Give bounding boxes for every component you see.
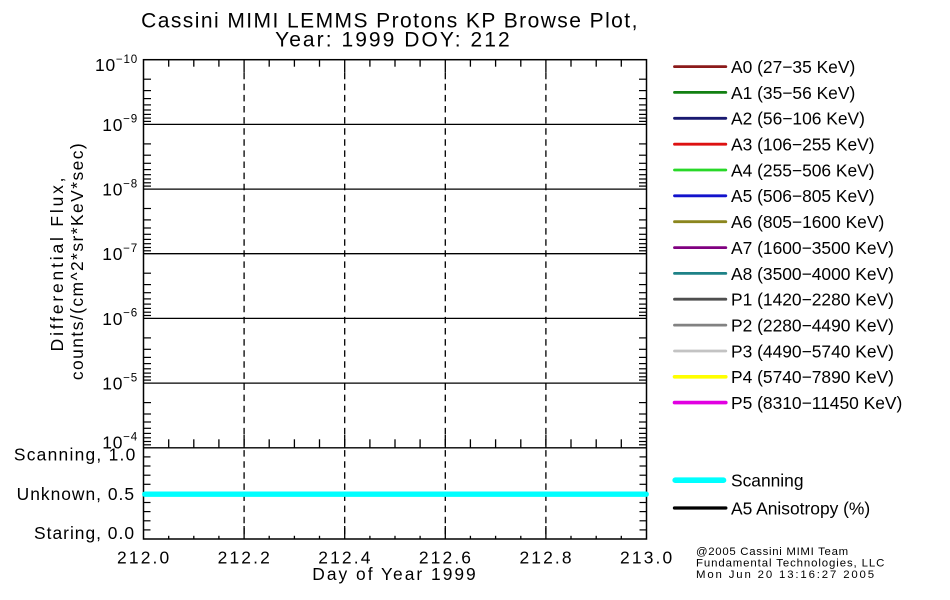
svg-text:A6 (805−1600 KeV): A6 (805−1600 KeV) — [731, 212, 884, 232]
svg-text:P3 (4490−5740 KeV): P3 (4490−5740 KeV) — [731, 341, 894, 361]
svg-text:counts/(cm^2*sr*KeV*sec): counts/(cm^2*sr*KeV*sec) — [67, 142, 87, 380]
svg-text:Day of Year 1999: Day of Year 1999 — [312, 564, 477, 584]
svg-text:P5 (8310−11450 KeV): P5 (8310−11450 KeV) — [731, 393, 902, 413]
svg-text:A7 (1600−3500 KeV): A7 (1600−3500 KeV) — [731, 238, 894, 258]
svg-text:212.4: 212.4 — [318, 547, 372, 567]
svg-text:A8 (3500−4000 KeV): A8 (3500−4000 KeV) — [731, 264, 894, 284]
svg-text:A4 (255−506 KeV): A4 (255−506 KeV) — [731, 160, 875, 180]
svg-text:213.0: 213.0 — [620, 547, 674, 567]
svg-text:Mon Jun 20 13:16:27 2005: Mon Jun 20 13:16:27 2005 — [696, 569, 876, 581]
svg-text:A5 (506−805 KeV): A5 (506−805 KeV) — [731, 186, 875, 206]
svg-text:Staring, 0.0: Staring, 0.0 — [34, 523, 135, 543]
svg-text:A5 Anisotropy (%): A5 Anisotropy (%) — [731, 498, 870, 518]
svg-text:A0 (27−35 KeV): A0 (27−35 KeV) — [731, 57, 855, 77]
svg-text:@2005 Cassini MIMI Team: @2005 Cassini MIMI Team — [696, 546, 849, 558]
svg-text:A1 (35−56 KeV): A1 (35−56 KeV) — [731, 83, 855, 103]
svg-text:212.0: 212.0 — [117, 547, 171, 567]
svg-text:Scanning: Scanning — [731, 471, 804, 491]
svg-text:Differential Flux,: Differential Flux, — [47, 175, 67, 352]
svg-text:Fundamental Technologies, LLC: Fundamental Technologies, LLC — [696, 558, 885, 570]
svg-text:A3 (106−255 KeV): A3 (106−255 KeV) — [731, 135, 875, 155]
svg-text:Scanning, 1.0: Scanning, 1.0 — [14, 444, 137, 464]
svg-text:P2 (2280−4490 KeV): P2 (2280−4490 KeV) — [731, 316, 894, 336]
svg-text:P4 (5740−7890 KeV): P4 (5740−7890 KeV) — [731, 367, 894, 387]
svg-text:212.6: 212.6 — [419, 547, 473, 567]
svg-text:Cassini MIMI LEMMS Protons KP: Cassini MIMI LEMMS Protons KP Browse Plo… — [141, 10, 639, 33]
svg-text:212.2: 212.2 — [218, 547, 272, 567]
svg-text:Year: 1999 DOY: 212: Year: 1999 DOY: 212 — [275, 29, 512, 52]
svg-text:P1 (1420−2280 KeV): P1 (1420−2280 KeV) — [731, 290, 894, 310]
svg-text:Unknown, 0.5: Unknown, 0.5 — [17, 484, 135, 504]
svg-text:A2 (56−106 KeV): A2 (56−106 KeV) — [731, 109, 865, 129]
svg-text:212.8: 212.8 — [519, 547, 573, 567]
